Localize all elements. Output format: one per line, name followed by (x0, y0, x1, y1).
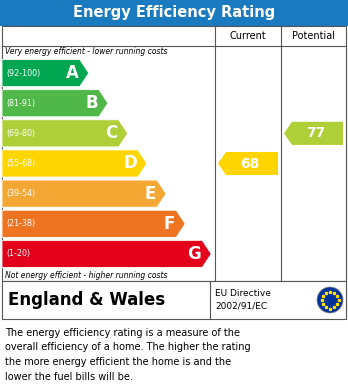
Text: Current: Current (230, 31, 266, 41)
Text: England & Wales: England & Wales (8, 291, 165, 309)
Polygon shape (2, 59, 89, 87)
Text: the more energy efficient the home is and the: the more energy efficient the home is an… (5, 357, 231, 367)
Bar (2, 281, 346, 319)
Text: (1-20): (1-20) (6, 249, 30, 258)
Text: E: E (145, 185, 156, 203)
Bar (2, 26, 346, 281)
Bar (0, 0, 348, 26)
Text: (81-91): (81-91) (6, 99, 35, 108)
Circle shape (317, 287, 343, 313)
Text: Not energy efficient - higher running costs: Not energy efficient - higher running co… (5, 271, 167, 280)
Polygon shape (2, 210, 185, 237)
Text: lower the fuel bills will be.: lower the fuel bills will be. (5, 371, 133, 382)
Polygon shape (2, 120, 128, 147)
Text: overall efficiency of a home. The higher the rating: overall efficiency of a home. The higher… (5, 343, 251, 353)
Text: G: G (188, 245, 201, 263)
Text: 2002/91/EC: 2002/91/EC (215, 302, 267, 311)
Text: Potential: Potential (292, 31, 335, 41)
Polygon shape (2, 240, 211, 267)
Text: 68: 68 (240, 156, 260, 170)
Polygon shape (284, 122, 343, 145)
Polygon shape (2, 150, 147, 177)
Text: (55-68): (55-68) (6, 159, 35, 168)
Text: (21-38): (21-38) (6, 219, 35, 228)
Text: (69-80): (69-80) (6, 129, 35, 138)
Polygon shape (2, 90, 108, 117)
Text: Very energy efficient - lower running costs: Very energy efficient - lower running co… (5, 47, 167, 57)
Text: (39-54): (39-54) (6, 189, 35, 198)
Text: A: A (66, 64, 79, 82)
Polygon shape (2, 180, 166, 207)
Text: EU Directive: EU Directive (215, 289, 271, 298)
Text: The energy efficiency rating is a measure of the: The energy efficiency rating is a measur… (5, 328, 240, 338)
Text: D: D (123, 154, 137, 172)
Text: F: F (164, 215, 175, 233)
Text: 77: 77 (306, 126, 325, 140)
Polygon shape (218, 152, 278, 175)
Text: B: B (85, 94, 98, 112)
Text: Energy Efficiency Rating: Energy Efficiency Rating (73, 5, 275, 20)
Text: (92-100): (92-100) (6, 68, 40, 77)
Text: C: C (105, 124, 118, 142)
